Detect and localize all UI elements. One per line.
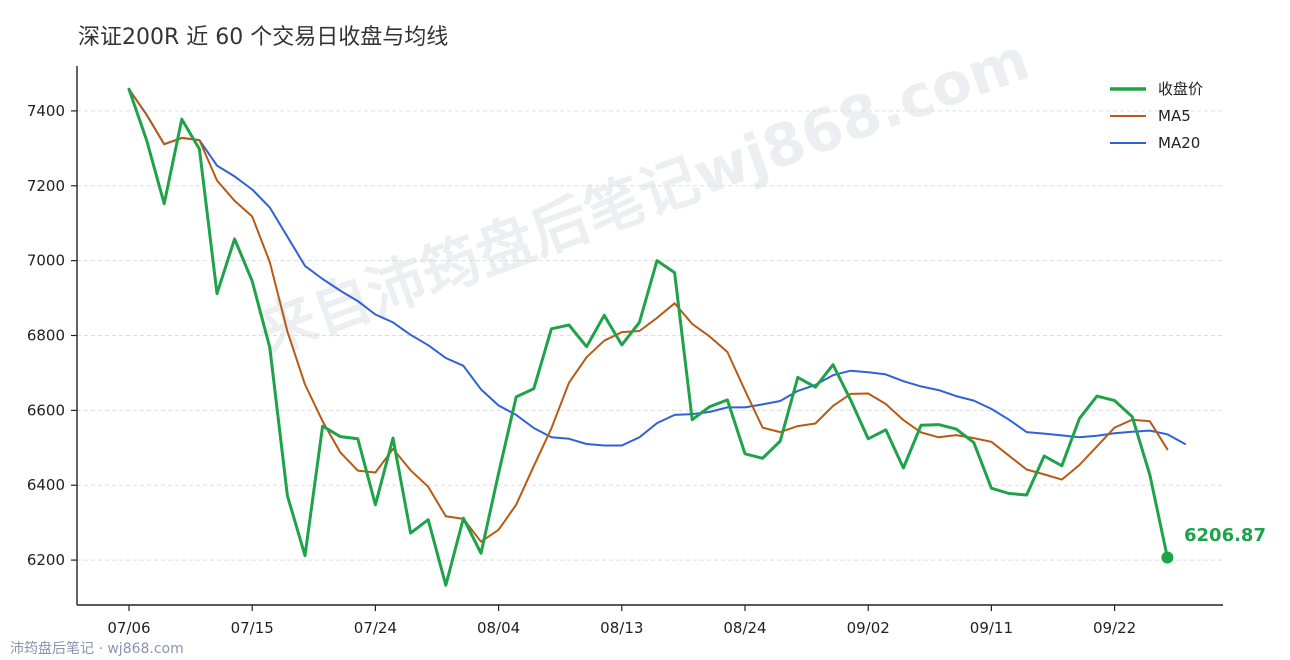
footer-text: 沛筠盘后笔记 · wj868.com (10, 640, 184, 657)
y-tick-label-5: 7200 (27, 177, 65, 195)
y-tick-label-1: 6400 (27, 476, 65, 494)
x-tick-label-3: 08/04 (477, 619, 520, 637)
series-line-2 (128, 88, 1186, 447)
series-line-1 (128, 88, 1169, 543)
legend-label-0: 收盘价 (1158, 80, 1203, 98)
x-tick-label-4: 08/13 (600, 619, 643, 637)
last-value-point (1161, 551, 1174, 564)
y-tick-label-6: 7400 (27, 102, 65, 120)
y-tick-label-3: 6800 (27, 327, 65, 345)
x-tick-label-2: 07/24 (354, 619, 397, 637)
series-layer (127, 87, 1186, 587)
x-tick-label-8: 09/22 (1093, 619, 1136, 637)
legend-label-1: MA5 (1158, 107, 1191, 125)
watermark-text: 来自沛筠盘后笔记wj868.com (248, 25, 1037, 368)
x-tick-label-7: 09/11 (970, 619, 1013, 637)
y-tick-label-2: 6600 (27, 401, 65, 419)
legend: 收盘价 MA5 MA20 (1110, 80, 1203, 152)
x-axis-ticks: 07/06 07/15 07/24 08/04 08/13 08/24 09/02 09/11… (107, 605, 1136, 637)
chart-title: 深证200R 近 60 个交易日收盘与均线 (78, 25, 448, 50)
last-value-label: 6206.87 (1184, 525, 1266, 546)
y-axis-ticks: 6200 6400 6600 6800 7000 7200 7400 (27, 102, 77, 569)
x-tick-label-1: 07/15 (231, 619, 274, 637)
legend-label-2: MA20 (1158, 134, 1200, 152)
x-tick-label-5: 08/24 (723, 619, 766, 637)
x-tick-label-6: 09/02 (847, 619, 890, 637)
series-line-0 (127, 87, 1169, 587)
y-tick-label-0: 6200 (27, 551, 65, 569)
y-tick-label-4: 7000 (27, 252, 65, 270)
x-tick-label-0: 07/06 (107, 619, 150, 637)
